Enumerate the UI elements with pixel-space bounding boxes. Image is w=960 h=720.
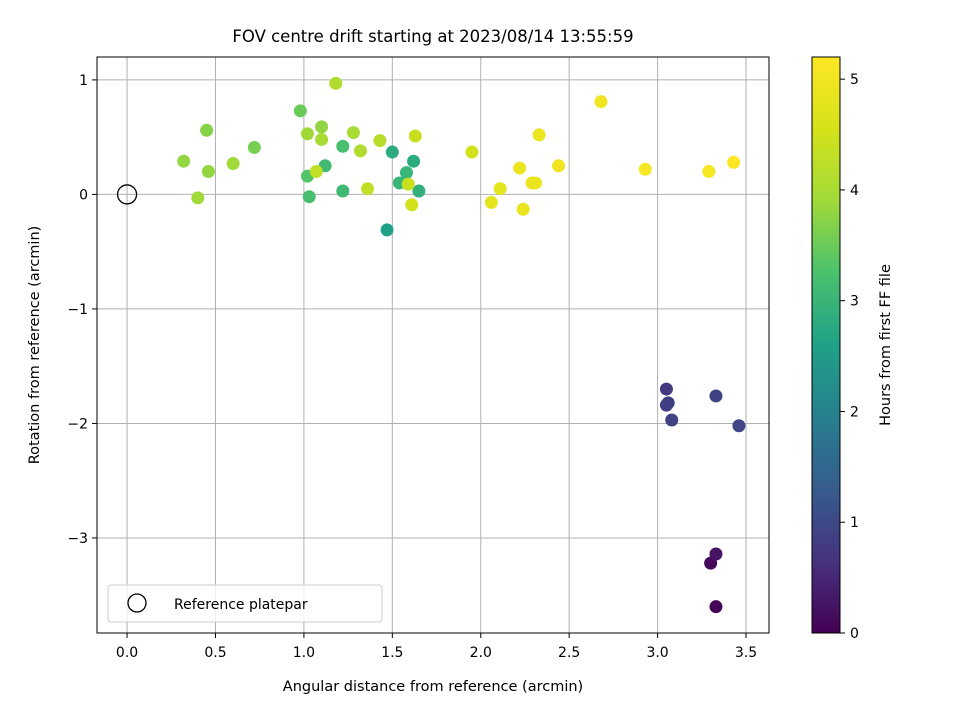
data-point: [385, 145, 399, 159]
data-point: [665, 413, 679, 427]
colorbar-label: Hours from first FF file: [878, 264, 894, 426]
legend-box: [107, 584, 383, 623]
x-axis-label: Angular distance from reference (arcmin): [283, 679, 583, 695]
data-point: [336, 184, 350, 198]
data-point: [516, 202, 530, 216]
colorbar-tick-label: 4: [850, 183, 859, 199]
colorbar-tick-label: 1: [850, 515, 859, 531]
legend: Reference platepar: [107, 584, 383, 623]
data-point: [532, 128, 546, 142]
colorbar: 0 1 2 3 4 5 Hours from first FF file: [811, 56, 894, 642]
legend-label: Reference platepar: [174, 597, 308, 613]
data-point: [226, 156, 240, 170]
data-point: [407, 154, 421, 168]
y-tick-label: −2: [67, 416, 88, 432]
y-tick-label: 0: [79, 187, 88, 203]
data-point: [336, 139, 350, 153]
x-tick-label: 1.5: [381, 645, 403, 661]
data-point: [315, 120, 329, 134]
data-point: [732, 419, 746, 433]
data-point: [361, 182, 375, 196]
data-point: [247, 140, 261, 154]
y-axis-label: Rotation from reference (arcmin): [27, 226, 43, 465]
x-tick-label: 3.0: [646, 645, 668, 661]
x-tick-label: 3.5: [735, 645, 757, 661]
data-point: [405, 198, 419, 212]
data-point: [373, 134, 387, 148]
data-point: [309, 165, 323, 179]
x-tick-label: 0.5: [204, 645, 226, 661]
y-tick-label: −1: [67, 302, 88, 318]
data-point: [293, 104, 307, 118]
y-axis-ticks: 1 0 −1 −2 −3: [67, 73, 97, 547]
colorbar-tick-label: 2: [850, 404, 859, 420]
x-tick-label: 2.0: [470, 645, 492, 661]
data-point: [380, 223, 394, 237]
data-point: [346, 126, 360, 140]
data-point: [399, 166, 413, 180]
data-point: [702, 165, 716, 179]
data-point: [401, 177, 415, 191]
colorbar-tick-label: 3: [850, 294, 859, 310]
reference-marker-layer: [116, 184, 138, 205]
colorbar-tick-label: 0: [850, 626, 859, 642]
data-point: [484, 195, 498, 209]
grid-lines: [97, 57, 769, 633]
data-point: [201, 165, 215, 179]
data-point: [353, 144, 367, 158]
data-point: [465, 145, 479, 159]
data-point: [300, 127, 314, 141]
y-tick-label: 1: [79, 73, 88, 89]
data-point: [709, 389, 723, 403]
data-point: [552, 159, 566, 173]
data-point: [529, 176, 543, 190]
plot-frame: [96, 56, 770, 634]
data-point: [594, 95, 608, 109]
legend-reference-marker: [127, 593, 147, 613]
data-point: [408, 129, 422, 143]
data-point: [727, 155, 741, 169]
data-point: [709, 547, 723, 561]
data-point: [177, 154, 191, 168]
x-tick-label: 0.0: [116, 645, 138, 661]
data-point: [315, 132, 329, 146]
data-point: [709, 600, 723, 614]
data-point: [329, 76, 343, 90]
x-axis-ticks: 0.0 0.5 1.0 1.5 2.0 2.5 3.0 3.5: [116, 633, 757, 661]
data-point: [513, 161, 527, 175]
data-point: [638, 162, 652, 176]
chart-title: FOV centre drift starting at 2023/08/14 …: [232, 27, 633, 46]
data-point: [412, 184, 426, 198]
colorbar-ticks: 0 1 2 3 4 5: [840, 72, 859, 642]
data-point: [302, 190, 316, 204]
data-point: [493, 182, 507, 196]
x-tick-label: 2.5: [558, 645, 580, 661]
data-point: [659, 382, 673, 396]
colorbar-gradient: [811, 56, 841, 634]
x-tick-label: 1.0: [293, 645, 315, 661]
data-points: [177, 76, 746, 614]
reference-platepar-marker: [116, 184, 138, 205]
data-point: [200, 123, 214, 137]
colorbar-tick-label: 5: [850, 72, 859, 88]
data-point: [659, 398, 673, 412]
y-tick-label: −3: [67, 531, 88, 547]
data-point: [191, 191, 205, 205]
